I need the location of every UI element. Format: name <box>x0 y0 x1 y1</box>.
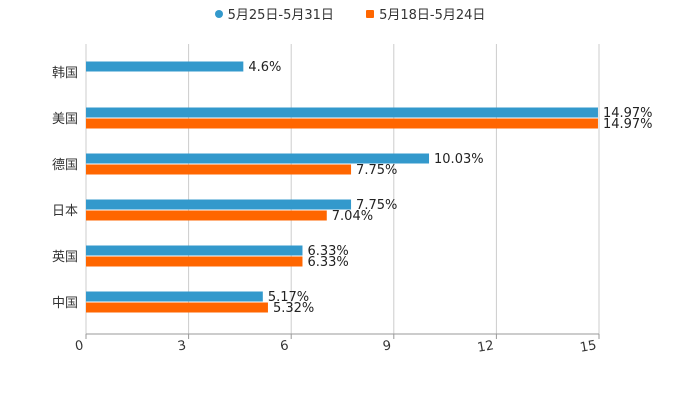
data-label-series-1: 10.03% <box>434 152 484 167</box>
legend-label-series-1: 5月25日-5月31日 <box>227 8 334 23</box>
bar-series-2 <box>86 210 327 221</box>
bar-series-1 <box>86 291 263 302</box>
data-label-series-1: 14.97% <box>603 106 653 121</box>
x-tick-label: 3 <box>177 338 188 354</box>
category-label: 日本 <box>52 204 78 219</box>
x-tick-label: 12 <box>476 338 495 356</box>
data-label-series-1: 5.17% <box>268 290 309 305</box>
legend-label-series-2: 5月18日-5月24日 <box>379 8 486 23</box>
bar-series-2 <box>86 302 268 313</box>
bar-series-1 <box>86 199 352 210</box>
grid-lines <box>85 44 600 334</box>
bar-series-2 <box>86 256 303 267</box>
category-label: 中国 <box>52 296 78 311</box>
data-label-series-1: 4.6% <box>248 60 281 75</box>
legend-marker-series-1-icon <box>214 10 223 18</box>
bar-series-1 <box>86 153 430 164</box>
legend: 5月25日-5月31日 5月18日-5月24日 <box>0 4 700 23</box>
bar-series-1 <box>86 245 303 256</box>
bar-series-1 <box>86 61 244 72</box>
x-tick-label: 0 <box>74 338 85 354</box>
x-tick-label: 6 <box>279 338 290 354</box>
x-tick-label: 9 <box>382 338 393 354</box>
legend-marker-series-2-icon <box>366 10 375 18</box>
category-label: 美国 <box>52 112 78 127</box>
x-tick-label: 15 <box>579 338 598 356</box>
value-axis: 0 3 6 9 12 15 <box>74 333 600 356</box>
category-label: 英国 <box>52 250 78 265</box>
legend-item-series-2[interactable]: 5月18日-5月24日 <box>366 4 485 23</box>
data-label-series-2: 7.75% <box>356 163 397 178</box>
bar-series-2 <box>86 118 598 129</box>
data-label-series-2: 7.04% <box>332 209 373 224</box>
legend-item-series-1[interactable]: 5月25日-5月31日 <box>214 4 334 23</box>
data-label-series-2: 6.33% <box>307 255 348 270</box>
data-label-series-1: 7.75% <box>356 198 397 213</box>
bar-series-2 <box>86 164 352 175</box>
bars <box>86 61 598 313</box>
category-label: 德国 <box>52 158 78 173</box>
category-label: 韩国 <box>52 66 78 81</box>
data-label-series-2: 5.32% <box>273 301 314 316</box>
data-label-series-1: 6.33% <box>307 244 348 259</box>
data-label-series-2: 14.97% <box>603 117 653 132</box>
bar-series-1 <box>86 107 598 118</box>
data-labels: 4.6%14.97%14.97%10.03%7.75%7.75%7.04%6.3… <box>248 60 652 316</box>
